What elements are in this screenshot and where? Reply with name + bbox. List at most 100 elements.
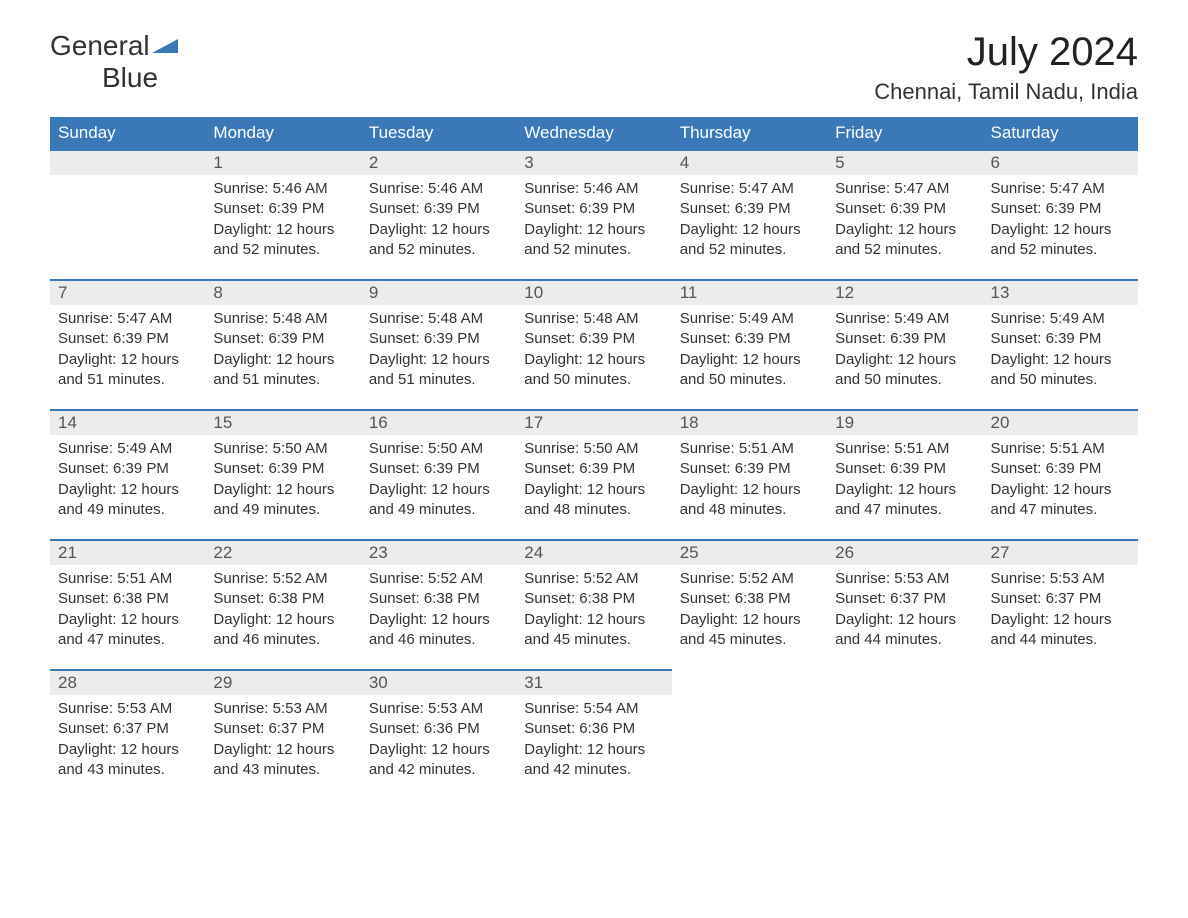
sunrise-line: Sunrise: 5:49 AM — [58, 439, 197, 459]
daylight-line: Daylight: 12 hours and 50 minutes. — [680, 350, 819, 391]
calendar-day-cell: 10Sunrise: 5:48 AMSunset: 6:39 PMDayligh… — [516, 279, 671, 409]
sunset-line: Sunset: 6:37 PM — [213, 719, 352, 739]
logo-word2: Blue — [102, 62, 158, 93]
day-number: 21 — [50, 539, 205, 565]
day-details: Sunrise: 5:49 AMSunset: 6:39 PMDaylight:… — [672, 305, 827, 398]
daylight-line: Daylight: 12 hours and 51 minutes. — [213, 350, 352, 391]
calendar-body: 1Sunrise: 5:46 AMSunset: 6:39 PMDaylight… — [50, 149, 1138, 799]
sunset-line: Sunset: 6:36 PM — [524, 719, 663, 739]
day-details: Sunrise: 5:53 AMSunset: 6:37 PMDaylight:… — [983, 565, 1138, 658]
sunset-line: Sunset: 6:37 PM — [58, 719, 197, 739]
calendar-table: SundayMondayTuesdayWednesdayThursdayFrid… — [50, 117, 1138, 799]
day-number: 31 — [516, 669, 671, 695]
day-number: 6 — [983, 149, 1138, 175]
sunset-line: Sunset: 6:39 PM — [58, 329, 197, 349]
sunrise-line: Sunrise: 5:49 AM — [835, 309, 974, 329]
sunset-line: Sunset: 6:39 PM — [213, 329, 352, 349]
weekday-header: Monday — [205, 117, 360, 149]
sunrise-line: Sunrise: 5:46 AM — [213, 179, 352, 199]
day-details: Sunrise: 5:46 AMSunset: 6:39 PMDaylight:… — [516, 175, 671, 268]
month-title: July 2024 — [874, 30, 1138, 75]
day-number: 23 — [361, 539, 516, 565]
day-number: 4 — [672, 149, 827, 175]
daylight-line: Daylight: 12 hours and 52 minutes. — [835, 220, 974, 261]
day-details: Sunrise: 5:46 AMSunset: 6:39 PMDaylight:… — [205, 175, 360, 268]
sunrise-line: Sunrise: 5:53 AM — [991, 569, 1130, 589]
daylight-line: Daylight: 12 hours and 47 minutes. — [991, 480, 1130, 521]
sunset-line: Sunset: 6:38 PM — [524, 589, 663, 609]
day-number: 13 — [983, 279, 1138, 305]
calendar-day-cell: 30Sunrise: 5:53 AMSunset: 6:36 PMDayligh… — [361, 669, 516, 799]
daylight-line: Daylight: 12 hours and 51 minutes. — [58, 350, 197, 391]
day-number: 25 — [672, 539, 827, 565]
daylight-line: Daylight: 12 hours and 44 minutes. — [835, 610, 974, 651]
calendar-day-cell: 11Sunrise: 5:49 AMSunset: 6:39 PMDayligh… — [672, 279, 827, 409]
sunset-line: Sunset: 6:37 PM — [835, 589, 974, 609]
day-number: 9 — [361, 279, 516, 305]
sunrise-line: Sunrise: 5:47 AM — [58, 309, 197, 329]
day-number: 11 — [672, 279, 827, 305]
daylight-line: Daylight: 12 hours and 46 minutes. — [213, 610, 352, 651]
day-number: 20 — [983, 409, 1138, 435]
day-details: Sunrise: 5:50 AMSunset: 6:39 PMDaylight:… — [516, 435, 671, 528]
day-details: Sunrise: 5:50 AMSunset: 6:39 PMDaylight:… — [205, 435, 360, 528]
day-details: Sunrise: 5:53 AMSunset: 6:37 PMDaylight:… — [827, 565, 982, 658]
calendar-day-cell — [983, 669, 1138, 799]
sunset-line: Sunset: 6:39 PM — [680, 459, 819, 479]
sunrise-line: Sunrise: 5:48 AM — [213, 309, 352, 329]
calendar-week-row: 1Sunrise: 5:46 AMSunset: 6:39 PMDaylight… — [50, 149, 1138, 279]
day-details: Sunrise: 5:54 AMSunset: 6:36 PMDaylight:… — [516, 695, 671, 788]
sunset-line: Sunset: 6:39 PM — [991, 459, 1130, 479]
calendar-week-row: 14Sunrise: 5:49 AMSunset: 6:39 PMDayligh… — [50, 409, 1138, 539]
day-number: 7 — [50, 279, 205, 305]
day-number: 8 — [205, 279, 360, 305]
daylight-line: Daylight: 12 hours and 47 minutes. — [835, 480, 974, 521]
sunrise-line: Sunrise: 5:53 AM — [369, 699, 508, 719]
day-number: 10 — [516, 279, 671, 305]
weekday-header: Saturday — [983, 117, 1138, 149]
weekday-header: Friday — [827, 117, 982, 149]
sunrise-line: Sunrise: 5:51 AM — [835, 439, 974, 459]
sunrise-line: Sunrise: 5:47 AM — [991, 179, 1130, 199]
sunrise-line: Sunrise: 5:50 AM — [524, 439, 663, 459]
day-number: 27 — [983, 539, 1138, 565]
day-details: Sunrise: 5:53 AMSunset: 6:36 PMDaylight:… — [361, 695, 516, 788]
day-number: 26 — [827, 539, 982, 565]
day-details: Sunrise: 5:53 AMSunset: 6:37 PMDaylight:… — [205, 695, 360, 788]
calendar-day-cell: 24Sunrise: 5:52 AMSunset: 6:38 PMDayligh… — [516, 539, 671, 669]
day-number: 3 — [516, 149, 671, 175]
daylight-line: Daylight: 12 hours and 50 minutes. — [991, 350, 1130, 391]
calendar-day-cell: 27Sunrise: 5:53 AMSunset: 6:37 PMDayligh… — [983, 539, 1138, 669]
day-details: Sunrise: 5:52 AMSunset: 6:38 PMDaylight:… — [516, 565, 671, 658]
day-details: Sunrise: 5:48 AMSunset: 6:39 PMDaylight:… — [361, 305, 516, 398]
day-details: Sunrise: 5:47 AMSunset: 6:39 PMDaylight:… — [827, 175, 982, 268]
day-number: 12 — [827, 279, 982, 305]
sunrise-line: Sunrise: 5:50 AM — [369, 439, 508, 459]
day-number: 18 — [672, 409, 827, 435]
sunrise-line: Sunrise: 5:52 AM — [524, 569, 663, 589]
sunrise-line: Sunrise: 5:47 AM — [680, 179, 819, 199]
day-details: Sunrise: 5:47 AMSunset: 6:39 PMDaylight:… — [672, 175, 827, 268]
sunset-line: Sunset: 6:39 PM — [58, 459, 197, 479]
weekday-header: Wednesday — [516, 117, 671, 149]
location: Chennai, Tamil Nadu, India — [874, 79, 1138, 105]
sunset-line: Sunset: 6:36 PM — [369, 719, 508, 739]
sunrise-line: Sunrise: 5:48 AM — [524, 309, 663, 329]
sunset-line: Sunset: 6:37 PM — [991, 589, 1130, 609]
daylight-line: Daylight: 12 hours and 47 minutes. — [58, 610, 197, 651]
day-number: 16 — [361, 409, 516, 435]
day-details: Sunrise: 5:47 AMSunset: 6:39 PMDaylight:… — [50, 305, 205, 398]
calendar-day-cell: 31Sunrise: 5:54 AMSunset: 6:36 PMDayligh… — [516, 669, 671, 799]
sunset-line: Sunset: 6:39 PM — [680, 329, 819, 349]
daylight-line: Daylight: 12 hours and 49 minutes. — [58, 480, 197, 521]
day-number: 28 — [50, 669, 205, 695]
daylight-line: Daylight: 12 hours and 46 minutes. — [369, 610, 508, 651]
weekday-header: Tuesday — [361, 117, 516, 149]
calendar-day-cell: 20Sunrise: 5:51 AMSunset: 6:39 PMDayligh… — [983, 409, 1138, 539]
sunset-line: Sunset: 6:39 PM — [991, 329, 1130, 349]
weekday-header: Thursday — [672, 117, 827, 149]
sunset-line: Sunset: 6:39 PM — [524, 199, 663, 219]
day-details: Sunrise: 5:52 AMSunset: 6:38 PMDaylight:… — [361, 565, 516, 658]
calendar-week-row: 21Sunrise: 5:51 AMSunset: 6:38 PMDayligh… — [50, 539, 1138, 669]
sunrise-line: Sunrise: 5:51 AM — [680, 439, 819, 459]
